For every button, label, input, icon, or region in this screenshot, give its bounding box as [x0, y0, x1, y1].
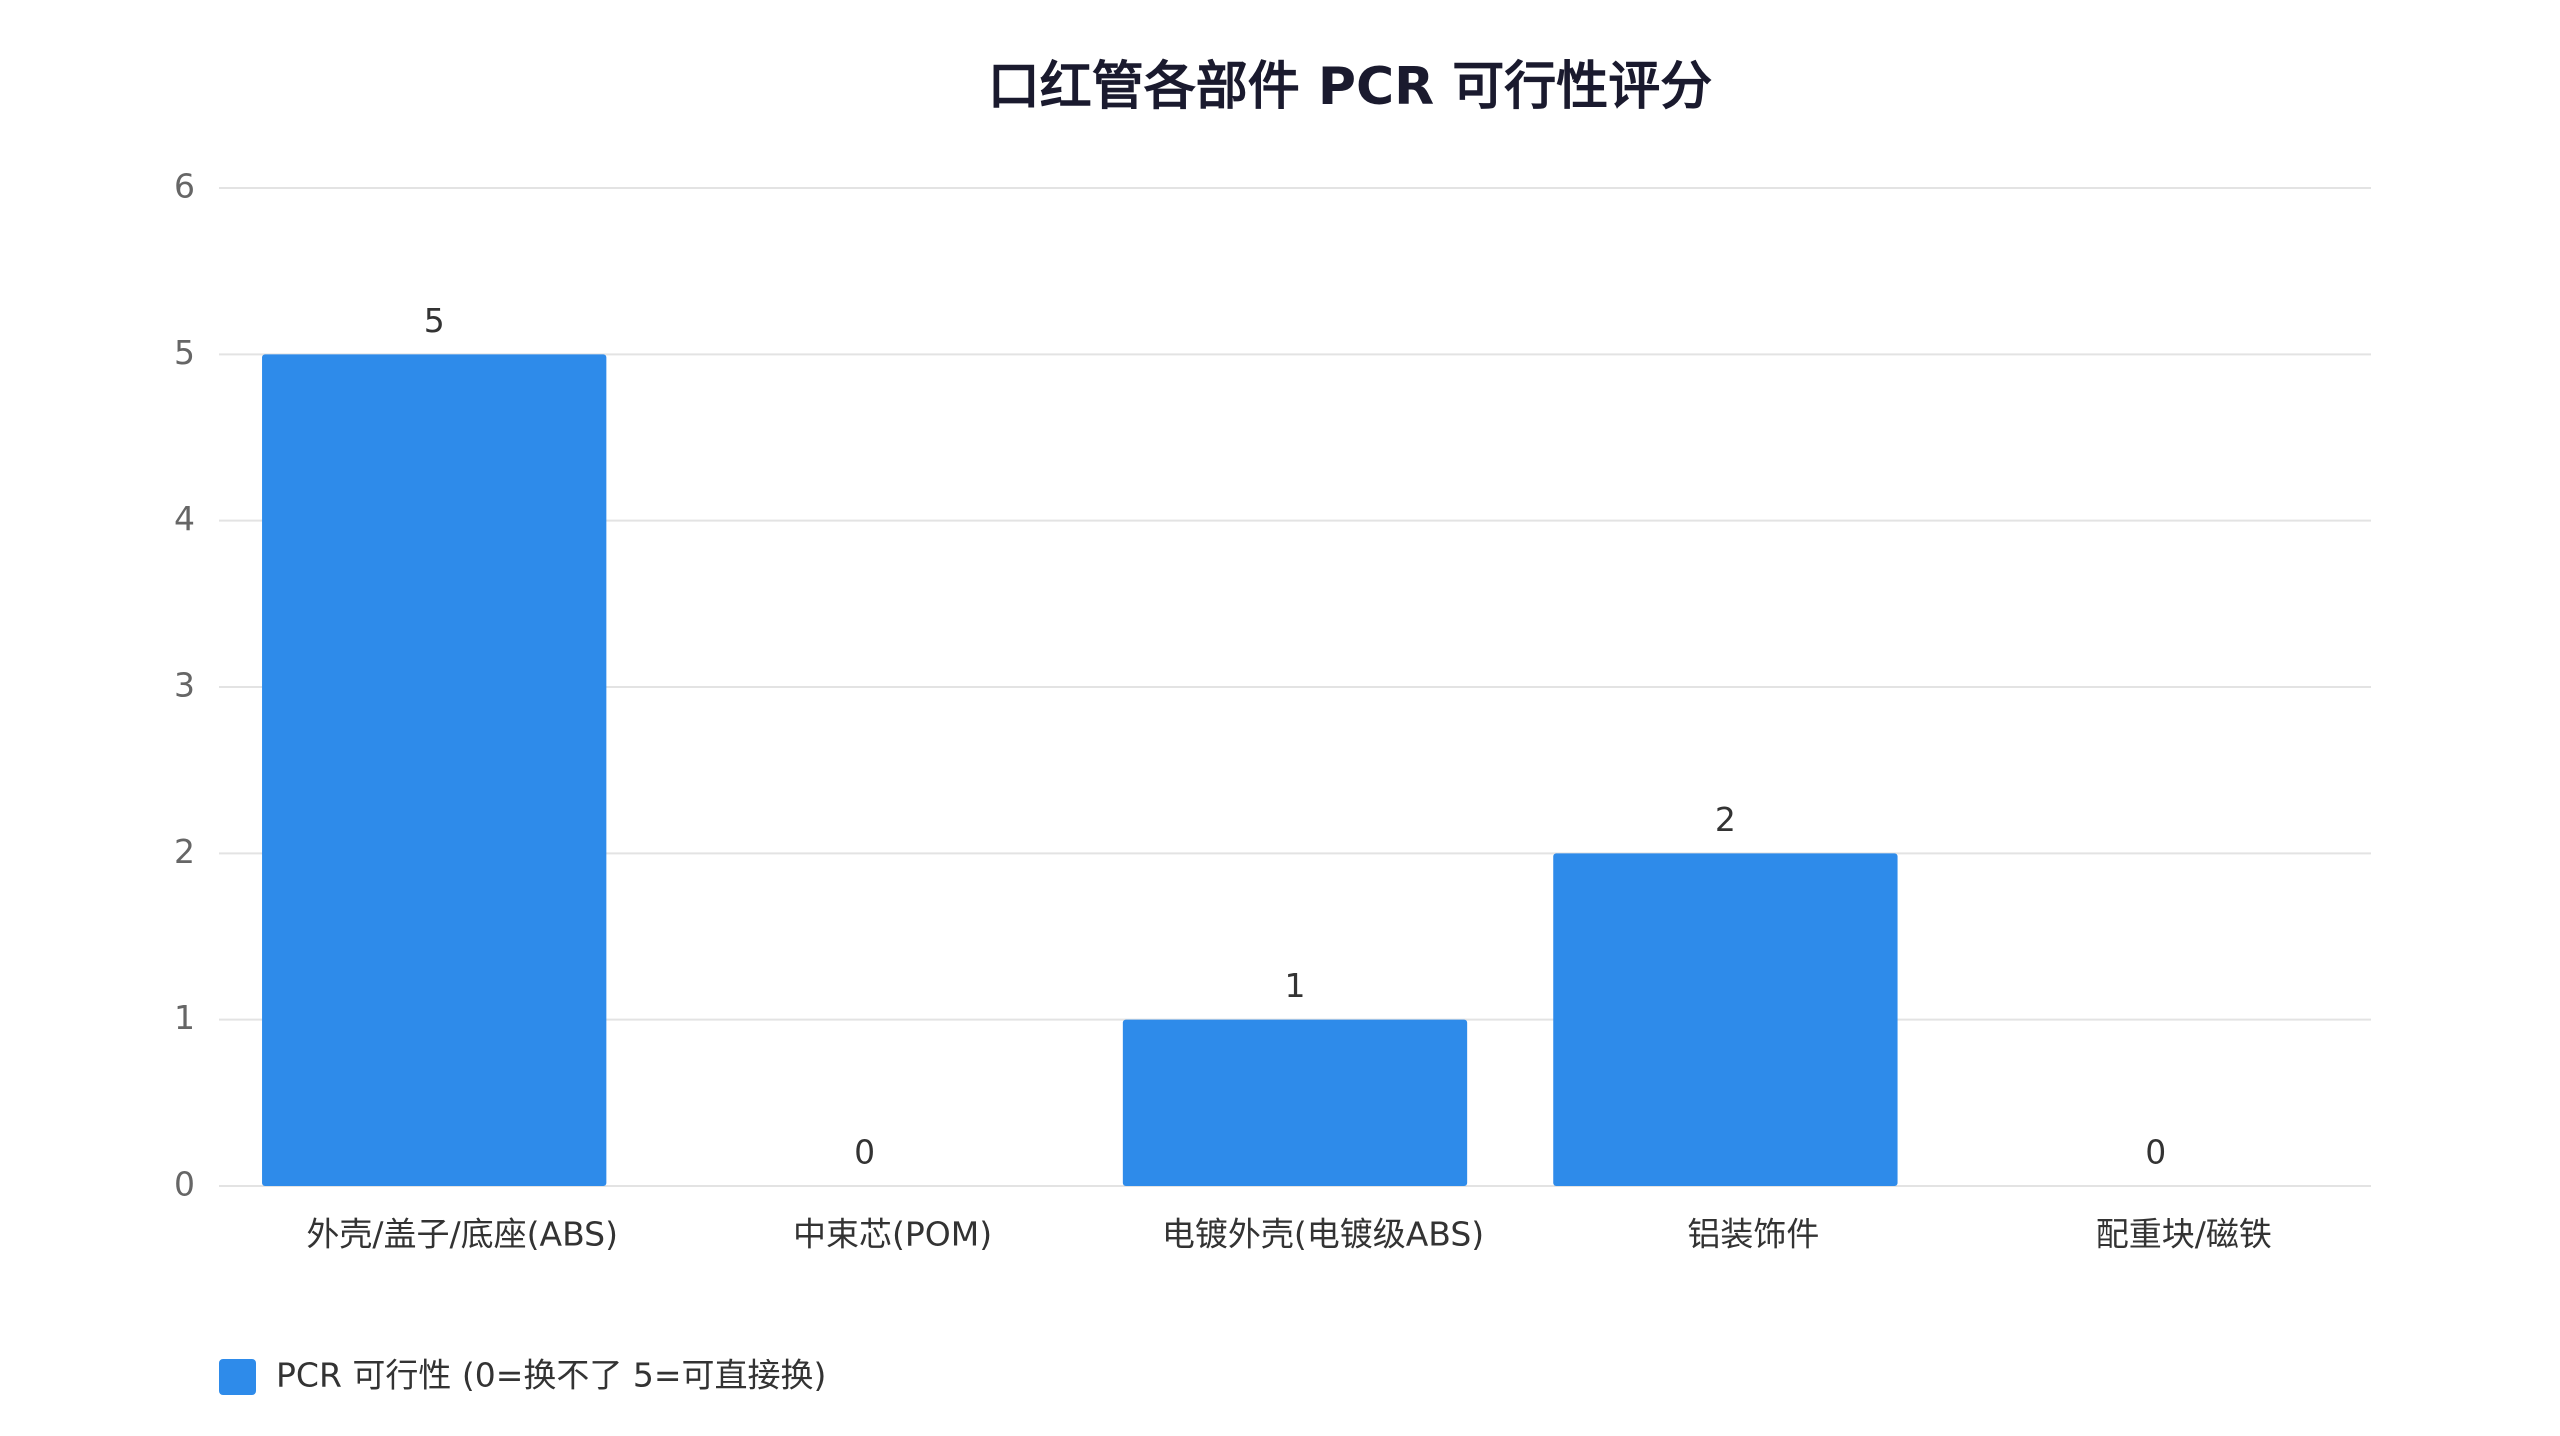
value-label: 2 — [1715, 800, 1736, 839]
y-tick-label: 6 — [174, 167, 195, 206]
y-tick-label: 2 — [174, 832, 195, 871]
x-tick-label: 配重块/磁铁 — [2096, 1215, 2272, 1254]
legend-swatch — [219, 1359, 256, 1395]
y-tick-label: 1 — [174, 998, 195, 1037]
value-label: 0 — [2145, 1133, 2166, 1172]
value-label: 1 — [1285, 966, 1306, 1005]
y-tick-label: 5 — [174, 333, 195, 372]
x-tick-label: 铝装饰件 — [1687, 1215, 1819, 1254]
bar — [1553, 853, 1898, 1186]
y-tick-label: 4 — [174, 499, 195, 538]
legend-label: PCR 可行性 (0=换不了 5=可直接换) — [276, 1356, 826, 1395]
x-tick-label: 电镀外壳(电镀级ABS) — [1162, 1215, 1484, 1254]
x-tick-label: 外壳/盖子/底座(ABS) — [306, 1215, 618, 1254]
bar — [1122, 1019, 1468, 1186]
chart-title: 口红管各部件 PCR 可行性评分 — [988, 57, 1713, 117]
value-label: 5 — [424, 301, 445, 340]
y-tick-label: 0 — [174, 1165, 195, 1204]
value-label: 0 — [854, 1133, 875, 1172]
y-tick-label: 3 — [174, 666, 195, 705]
x-tick-label: 中束芯(POM) — [793, 1215, 992, 1254]
bar — [262, 354, 607, 1186]
